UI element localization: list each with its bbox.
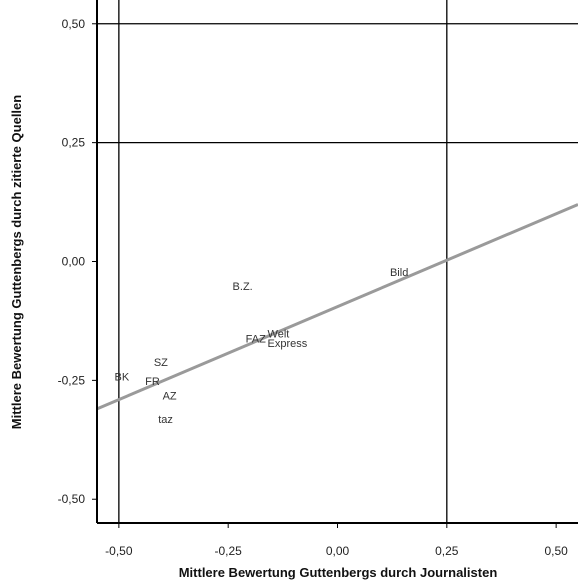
x-tick-label: 0,25 xyxy=(435,544,459,558)
y-tick-label: -0,50 xyxy=(58,492,86,506)
point-label-sz: SZ xyxy=(154,357,168,369)
y-axis-ticks: -0,50 -0,25 0,00 0,25 0,50 xyxy=(58,17,97,506)
y-axis-title: Mittlere Bewertung Guttenbergs durch zit… xyxy=(9,95,24,429)
x-tick-label: 0,00 xyxy=(326,544,350,558)
x-axis-title: Mittlere Bewertung Guttenbergs durch Jou… xyxy=(179,565,498,580)
point-label-welt: Welt xyxy=(268,329,290,341)
y-tick-label: 0,00 xyxy=(62,255,86,269)
x-tick-label: -0,25 xyxy=(215,544,243,558)
x-tick-label: 0,50 xyxy=(544,544,568,558)
x-tick-label: -0,50 xyxy=(105,544,133,558)
reference-lines xyxy=(97,0,578,523)
point-label-faz: FAZ xyxy=(246,333,266,345)
point-label-bz: B.Z. xyxy=(233,281,253,293)
regression-line xyxy=(96,203,578,411)
y-tick-label: 0,25 xyxy=(62,136,86,150)
y-tick-label: -0,25 xyxy=(58,373,86,387)
y-tick-label: 0,50 xyxy=(62,17,86,31)
point-label-fr: FR xyxy=(145,376,160,388)
x-axis-ticks: -0,50 -0,25 0,00 0,25 0,50 xyxy=(105,523,568,558)
point-label-taz: taz xyxy=(158,414,173,426)
point-label-az: AZ xyxy=(163,390,177,402)
point-label-bk: BK xyxy=(114,371,129,383)
point-label-bild: Bild xyxy=(390,267,408,279)
point-label-express: Express xyxy=(268,338,308,350)
